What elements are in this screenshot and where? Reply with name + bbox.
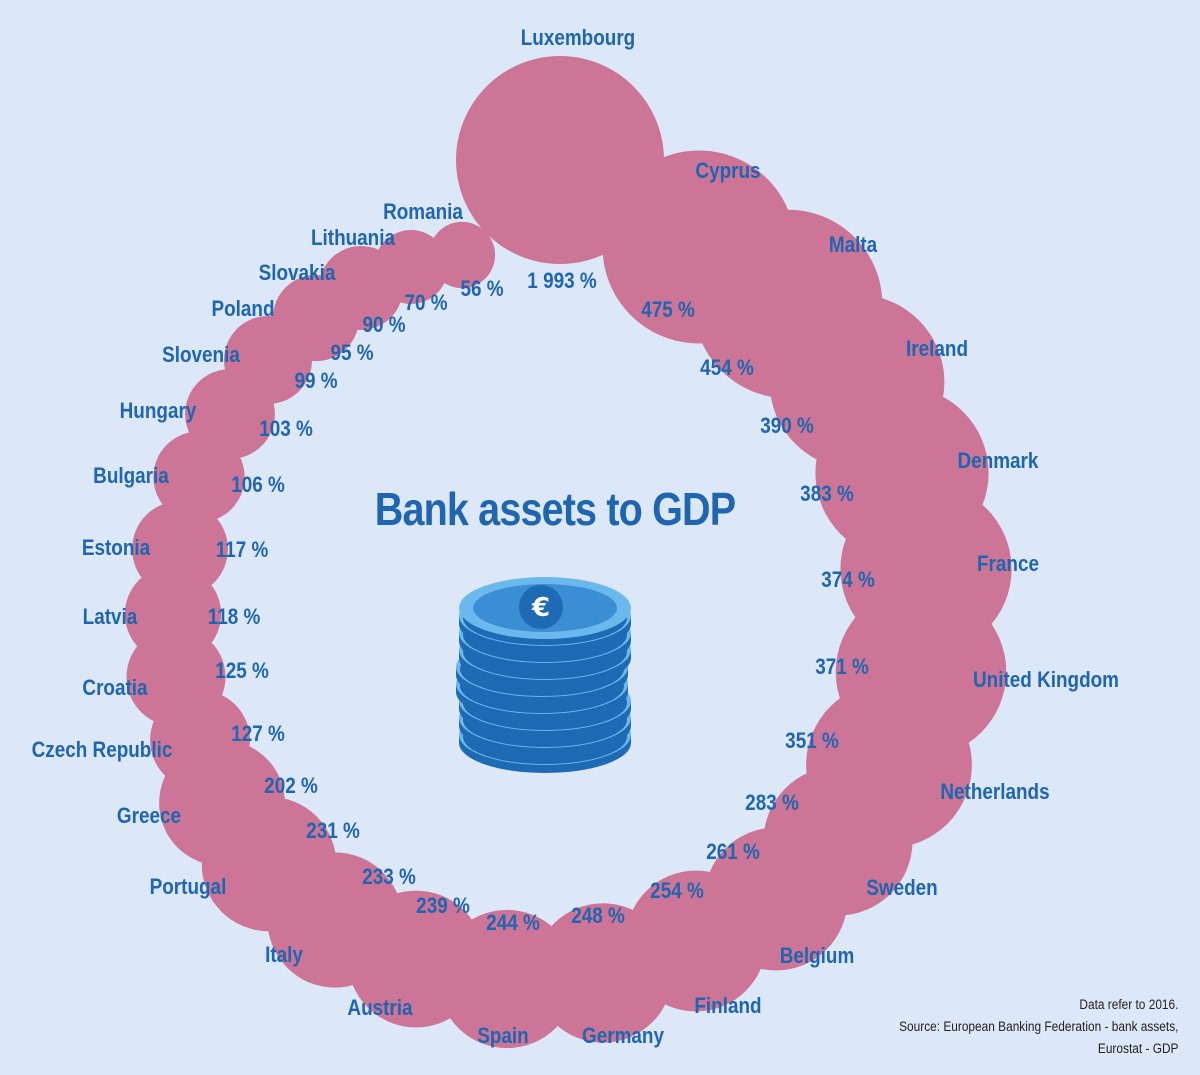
country-label-netherlands: Netherlands — [940, 780, 1049, 805]
bubble-romania — [428, 221, 496, 289]
bubble-estonia — [132, 501, 228, 597]
country-label-estonia: Estonia — [82, 536, 151, 561]
country-label-slovenia: Slovenia — [162, 343, 240, 368]
country-label-hungary: Hungary — [120, 399, 197, 424]
value-label-slovenia: 99 % — [294, 369, 337, 394]
source-line-2: Source: European Banking Federation - ba… — [898, 1019, 1178, 1034]
country-label-austria: Austria — [347, 996, 413, 1021]
bubble-lithuania — [374, 230, 448, 304]
country-label-lithuania: Lithuania — [311, 226, 396, 251]
chart-title: Bank assets to GDP — [374, 483, 736, 535]
country-label-poland: Poland — [211, 297, 274, 322]
value-label-estonia: 117 % — [216, 538, 269, 563]
country-label-denmark: Denmark — [958, 449, 1039, 474]
country-label-czech-republic: Czech Republic — [32, 738, 173, 763]
country-label-croatia: Croatia — [82, 676, 148, 701]
value-label-austria: 239 % — [416, 894, 470, 919]
value-label-romania: 56 % — [460, 277, 503, 302]
country-label-spain: Spain — [477, 1024, 528, 1049]
value-label-spain: 244 % — [486, 911, 540, 936]
country-label-france: France — [977, 552, 1039, 577]
country-label-germany: Germany — [582, 1024, 665, 1049]
value-label-greece: 202 % — [264, 774, 318, 799]
value-label-malta: 454 % — [700, 356, 754, 381]
source-line-3: Eurostat - GDP — [1097, 1041, 1178, 1056]
value-label-ireland: 390 % — [760, 414, 814, 439]
source-note: Data refer to 2016. Source: European Ban… — [861, 994, 1178, 1060]
value-label-czech-republic: 127 % — [231, 722, 285, 747]
value-label-portugal: 231 % — [306, 819, 360, 844]
value-label-croatia: 125 % — [215, 659, 269, 684]
country-label-slovakia: Slovakia — [259, 261, 336, 286]
country-label-latvia: Latvia — [83, 605, 138, 630]
country-label-belgium: Belgium — [780, 944, 855, 969]
country-label-romania: Romania — [383, 200, 463, 225]
value-label-bulgaria: 106 % — [231, 473, 285, 498]
value-label-sweden: 283 % — [745, 791, 799, 816]
value-label-france: 374 % — [821, 568, 875, 593]
value-label-netherlands: 351 % — [785, 729, 839, 754]
country-label-finland: Finland — [694, 994, 761, 1019]
value-label-cyprus: 475 % — [641, 298, 695, 323]
bubble-layer — [124, 56, 1012, 1049]
country-label-bulgaria: Bulgaria — [93, 464, 169, 489]
value-label-luxembourg: 1 993 % — [527, 269, 596, 294]
country-label-cyprus: Cyprus — [695, 159, 760, 184]
value-label-latvia: 118 % — [208, 605, 261, 630]
country-label-luxembourg: Luxembourg — [521, 26, 635, 51]
source-line-1: Data refer to 2016. — [1078, 997, 1178, 1012]
value-label-germany: 248 % — [571, 904, 625, 929]
value-label-poland: 95 % — [330, 341, 373, 366]
value-label-denmark: 383 % — [800, 482, 854, 507]
label-layer: Luxembourg 1 993 % Cyprus 475 % Malta 454 % Ir… — [32, 26, 1119, 1049]
country-label-greece: Greece — [117, 804, 181, 829]
svg-text:€: € — [531, 593, 550, 623]
euro-coin-stack-icon: € — [456, 577, 631, 773]
value-label-lithuania: 70 % — [404, 291, 447, 316]
country-label-united-kingdom: United Kingdom — [973, 668, 1119, 693]
country-label-italy: Italy — [265, 943, 303, 968]
country-label-ireland: Ireland — [906, 337, 968, 362]
country-label-sweden: Sweden — [866, 876, 937, 901]
country-label-portugal: Portugal — [150, 875, 227, 900]
value-label-hungary: 103 % — [259, 417, 313, 442]
value-label-belgium: 261 % — [706, 840, 760, 865]
value-label-finland: 254 % — [650, 879, 704, 904]
value-label-italy: 233 % — [362, 865, 416, 890]
country-label-malta: Malta — [829, 233, 878, 258]
value-label-slovakia: 90 % — [362, 313, 405, 338]
value-label-united-kingdom: 371 % — [815, 655, 869, 680]
